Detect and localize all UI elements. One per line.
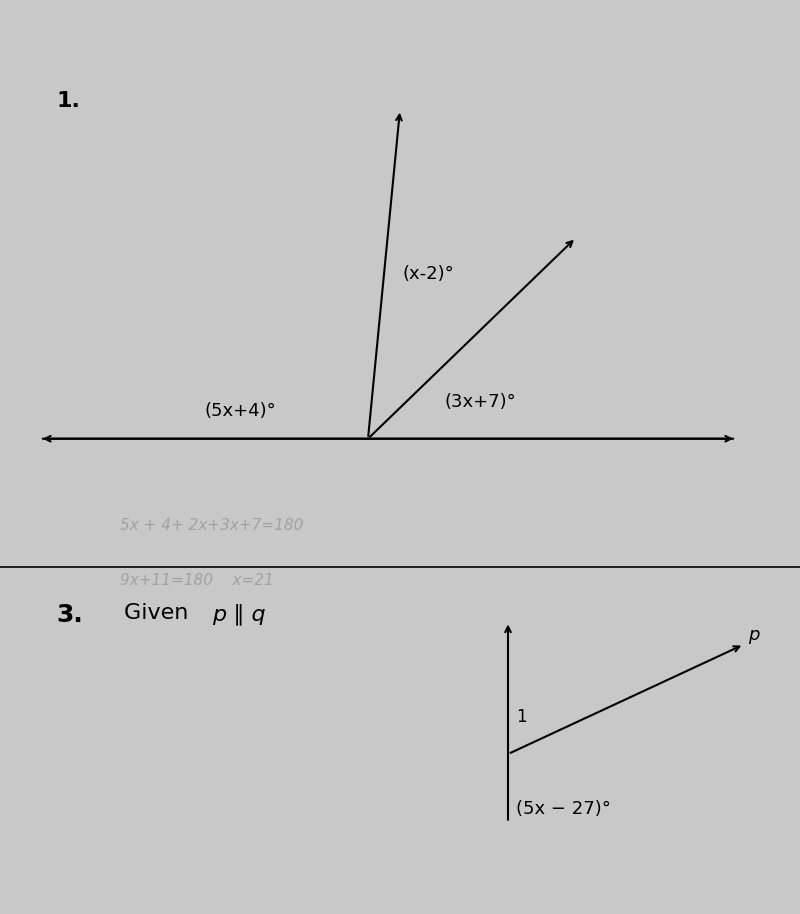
Text: (3x+7)°: (3x+7)°: [444, 393, 516, 411]
Text: 3.: 3.: [56, 603, 82, 627]
Text: 5x + 4+ 2x+3x+7=180: 5x + 4+ 2x+3x+7=180: [120, 518, 303, 533]
Text: (5x − 27)°: (5x − 27)°: [516, 800, 611, 818]
Text: 1: 1: [516, 708, 526, 727]
Text: (5x+4)°: (5x+4)°: [204, 402, 276, 420]
Text: p ∥ q: p ∥ q: [212, 603, 266, 625]
Text: 1.: 1.: [56, 91, 80, 112]
Text: p: p: [748, 626, 759, 644]
Text: Given: Given: [124, 603, 195, 623]
Text: (x-2)°: (x-2)°: [402, 265, 454, 283]
Text: 9x+11=180    x=21: 9x+11=180 x=21: [120, 573, 274, 588]
